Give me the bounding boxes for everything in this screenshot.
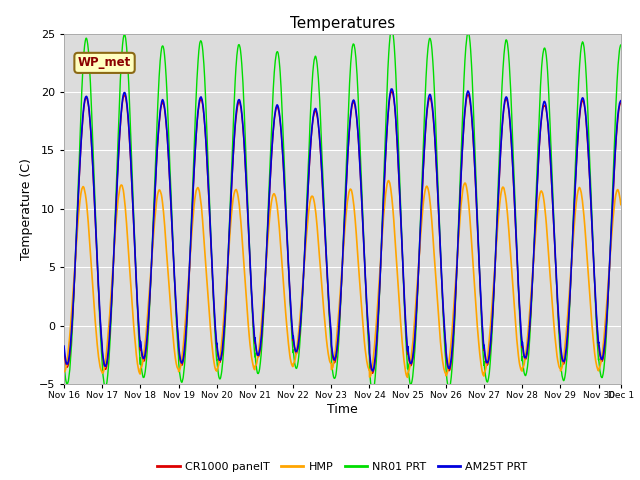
Legend: CR1000 panelT, HMP, NR01 PRT, AM25T PRT: CR1000 panelT, HMP, NR01 PRT, AM25T PRT — [153, 457, 532, 477]
Y-axis label: Temperature (C): Temperature (C) — [20, 158, 33, 260]
Title: Temperatures: Temperatures — [290, 16, 395, 31]
X-axis label: Time: Time — [327, 403, 358, 416]
Text: WP_met: WP_met — [78, 56, 131, 70]
